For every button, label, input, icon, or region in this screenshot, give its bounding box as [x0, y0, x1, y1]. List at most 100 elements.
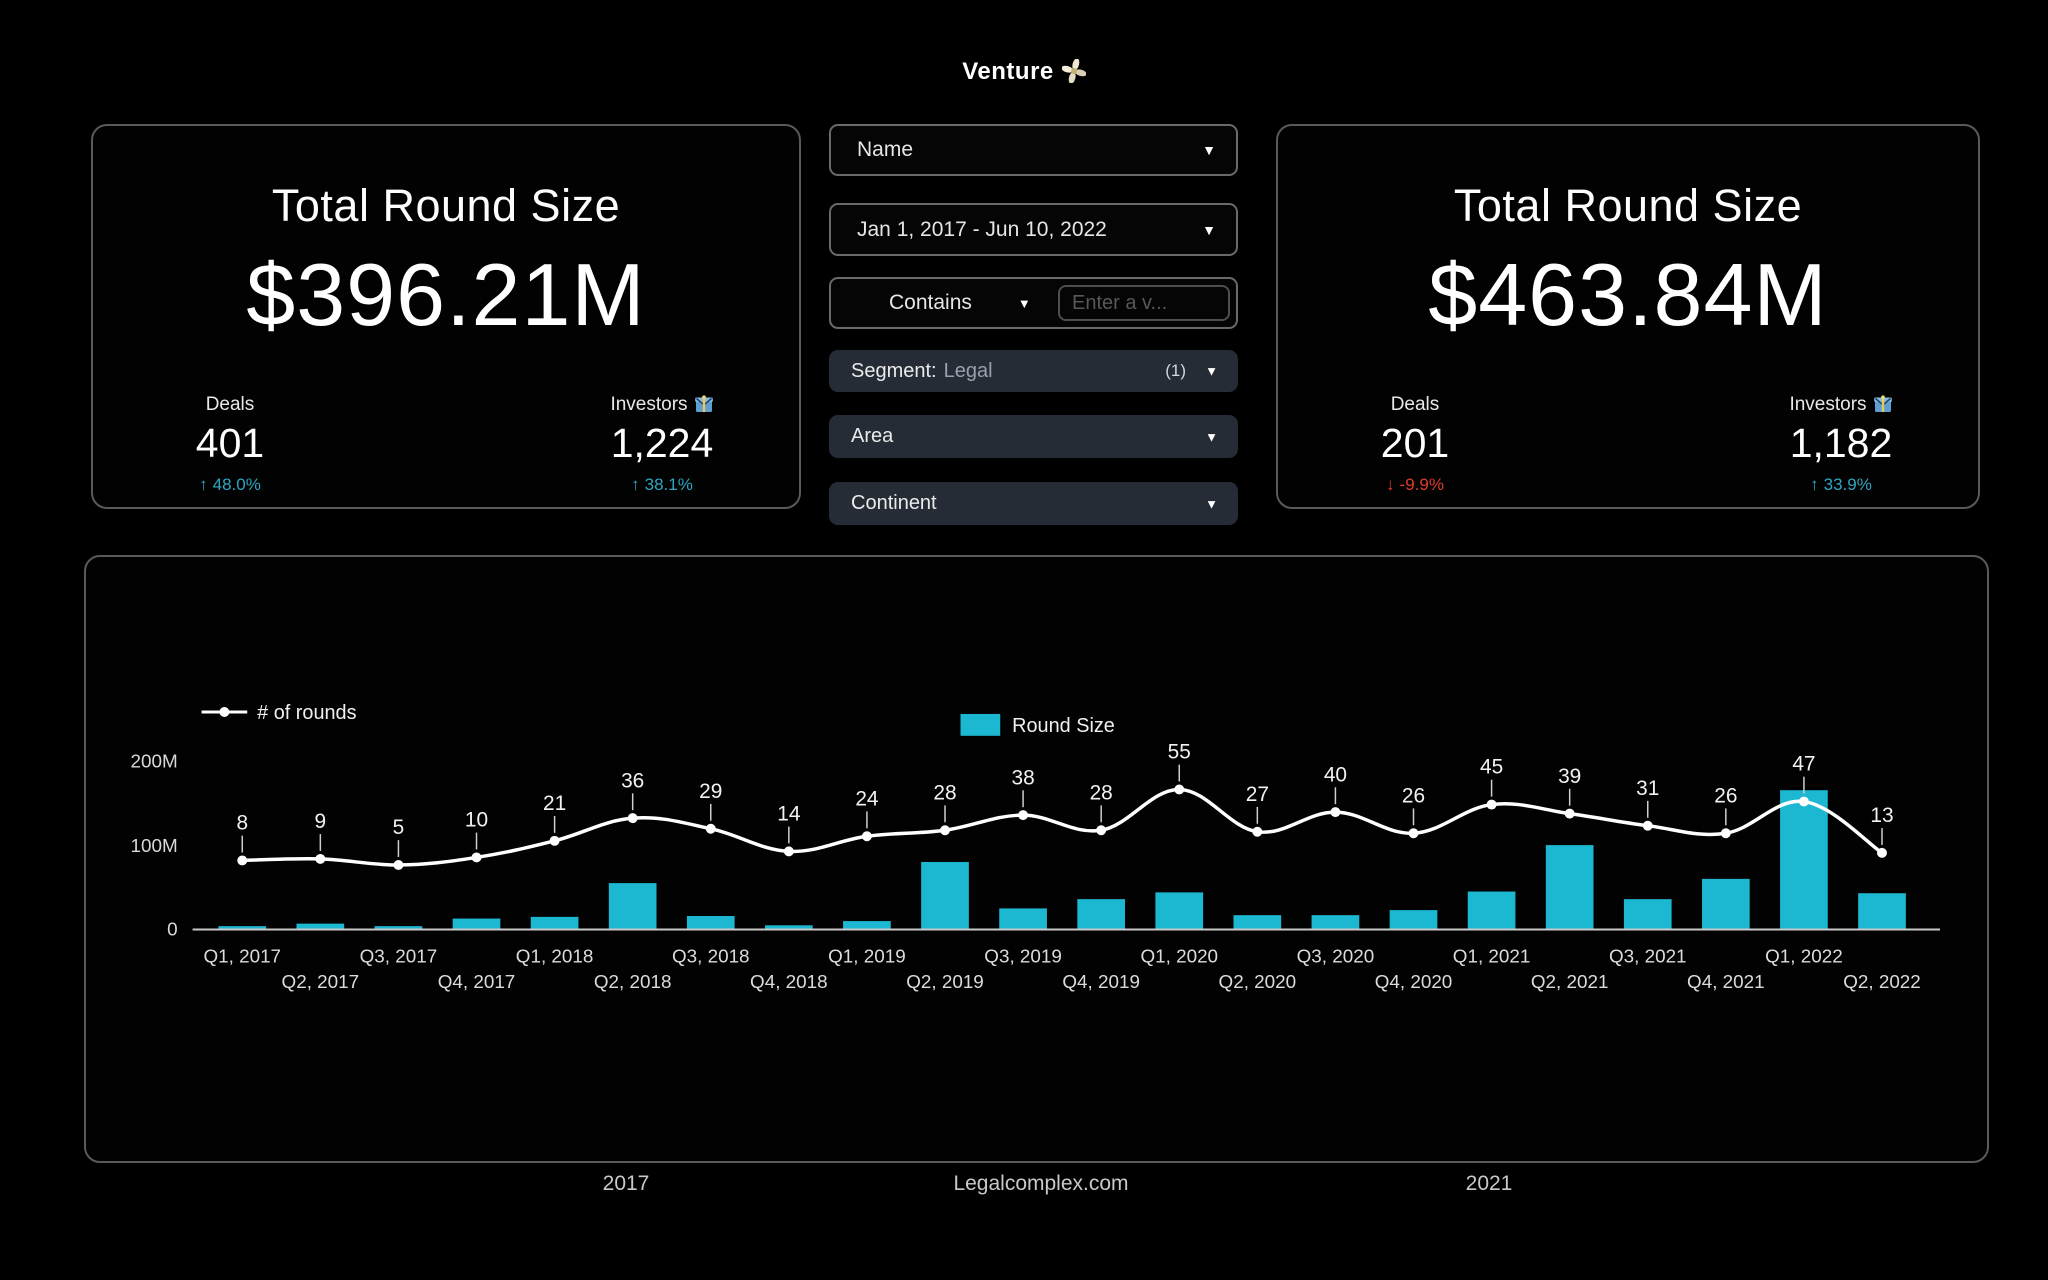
rounds-line-point[interactable] [705, 823, 716, 834]
investors-change: 33.9% [1823, 475, 1872, 494]
area-filter-dropdown[interactable]: Area ▼ [829, 415, 1238, 458]
round-size-bar[interactable] [921, 861, 969, 930]
deals-value: 201 [1380, 420, 1450, 466]
round-size-bar[interactable] [999, 908, 1047, 930]
round-size-bar[interactable] [452, 918, 501, 930]
rounds-line-point[interactable] [1877, 847, 1887, 858]
deals-change: 48.0% [212, 475, 261, 494]
filter-value-input[interactable] [1058, 285, 1230, 321]
rounds-line-point[interactable] [1018, 810, 1029, 821]
rounds-point-label: 26 [1714, 784, 1737, 807]
round-size-bar[interactable] [1155, 892, 1204, 930]
round-size-bar[interactable] [686, 916, 735, 930]
rounds-line-point[interactable] [1252, 826, 1263, 837]
round-size-bar[interactable] [1623, 899, 1672, 930]
y-axis-tick: 200M [131, 751, 178, 772]
investors-value: 1,182 [1789, 420, 1893, 466]
rounds-line-legend-icon [219, 707, 230, 717]
rounds-point-label: 39 [1558, 765, 1581, 788]
round-size-bar[interactable] [1467, 891, 1516, 930]
rounds-point-label: 21 [543, 792, 566, 815]
round-size-bar[interactable] [1311, 915, 1360, 930]
rounds-line-point[interactable] [1642, 820, 1653, 831]
round-size-bar[interactable] [1545, 845, 1594, 930]
x-axis-label: Q4, 2018 [750, 971, 828, 992]
rounds-line-point[interactable] [393, 859, 404, 870]
round-size-bar[interactable] [374, 926, 423, 930]
name-filter-dropdown[interactable]: Name ▼ [829, 124, 1238, 176]
x-axis-label: Q3, 2017 [360, 945, 438, 966]
rounds-point-label: 40 [1324, 763, 1347, 786]
rounds-line-point[interactable] [1174, 784, 1185, 795]
round-size-bar[interactable] [1780, 790, 1828, 930]
x-axis-label: Q4, 2017 [438, 971, 516, 992]
deals-label: Deals [205, 394, 255, 415]
date-range-dropdown[interactable]: Jan 1, 2017 - Jun 10, 2022 ▼ [829, 203, 1238, 256]
round-size-legend-label[interactable]: Round Size [1012, 715, 1115, 737]
rounds-line-point[interactable] [1486, 799, 1497, 810]
rounds-line-point[interactable] [861, 831, 872, 842]
continent-filter-dropdown[interactable]: Continent ▼ [829, 482, 1238, 525]
round-size-bar[interactable] [1858, 893, 1906, 930]
page-title-text: Venture [962, 58, 1054, 85]
investors-value: 1,224 [610, 420, 714, 466]
round-size-bar[interactable] [1389, 910, 1438, 930]
rounds-point-label: 9 [315, 810, 327, 833]
contains-operator[interactable]: Contains [889, 291, 972, 314]
chevron-down-icon: ▼ [1017, 295, 1031, 311]
round-size-bar[interactable] [1233, 915, 1282, 930]
gift-icon [1873, 395, 1892, 412]
name-filter-label: Name [857, 138, 914, 161]
summary-card-left: Total Round Size $396.21M Deals 401 48.0… [91, 124, 801, 509]
up-arrow-icon [631, 475, 645, 494]
rounds-line-point[interactable] [1330, 807, 1341, 818]
segment-filter-dropdown[interactable]: Segment: Legal (1) ▼ [829, 350, 1238, 392]
x-axis-label: Q1, 2021 [1453, 945, 1531, 966]
round-size-bar[interactable] [764, 925, 813, 930]
up-arrow-icon [1810, 475, 1824, 494]
rounds-line-point[interactable] [315, 853, 326, 864]
rounds-line-point[interactable] [783, 846, 794, 857]
round-size-bar[interactable] [1077, 899, 1126, 930]
rounds-point-label: 14 [777, 803, 800, 826]
footer-watermark: Legalcomplex.com [953, 1172, 1129, 1195]
segment-value: Legal [943, 359, 993, 382]
round-size-bar[interactable] [530, 916, 579, 930]
rounds-line-point[interactable] [940, 825, 950, 836]
rounds-point-label: 28 [933, 781, 956, 804]
x-axis-label: Q2, 2018 [594, 971, 672, 992]
round-size-bar[interactable] [296, 923, 345, 930]
rounds-line-point[interactable] [549, 835, 560, 846]
rounds-point-label: 24 [855, 787, 878, 810]
rounds-line-point[interactable] [1408, 828, 1419, 839]
date-range-value: Jan 1, 2017 - Jun 10, 2022 [857, 217, 1107, 241]
rounds-line-point[interactable] [1564, 808, 1575, 819]
rounds-line-point[interactable] [237, 855, 248, 866]
chevron-down-icon: ▼ [1205, 363, 1218, 379]
round-size-bar[interactable] [1701, 878, 1750, 930]
investors-stat: Investors 1,182 33.9% [1756, 394, 1926, 495]
round-size-bar[interactable] [608, 883, 657, 930]
contains-filter: Contains ▼ [829, 277, 1238, 329]
rounds-line-point[interactable] [1798, 796, 1809, 807]
round-size-bar[interactable] [843, 921, 891, 930]
summary-left-value: $396.21M [246, 245, 646, 344]
deals-label: Deals [1390, 394, 1440, 415]
deals-stat: Deals 201 -9.9% [1330, 394, 1500, 495]
x-axis-label: Q4, 2021 [1687, 971, 1765, 992]
rounds-legend-label[interactable]: # of rounds [257, 702, 356, 724]
rounds-line-point[interactable] [471, 852, 482, 863]
rounds-line-point[interactable] [627, 813, 638, 824]
rounds-point-label: 45 [1480, 756, 1503, 779]
up-arrow-icon [199, 475, 213, 494]
down-arrow-icon [1386, 475, 1400, 494]
round-size-bar[interactable] [218, 926, 267, 930]
x-axis-label: Q4, 2019 [1062, 971, 1140, 992]
rounds-point-label: 36 [621, 769, 644, 792]
chevron-down-icon: ▼ [1205, 429, 1218, 444]
x-axis-label: Q2, 2017 [282, 971, 360, 992]
deals-value: 401 [195, 420, 265, 466]
rounds-point-label: 10 [465, 809, 488, 832]
rounds-line-point[interactable] [1096, 825, 1107, 836]
rounds-line-point[interactable] [1720, 828, 1731, 839]
